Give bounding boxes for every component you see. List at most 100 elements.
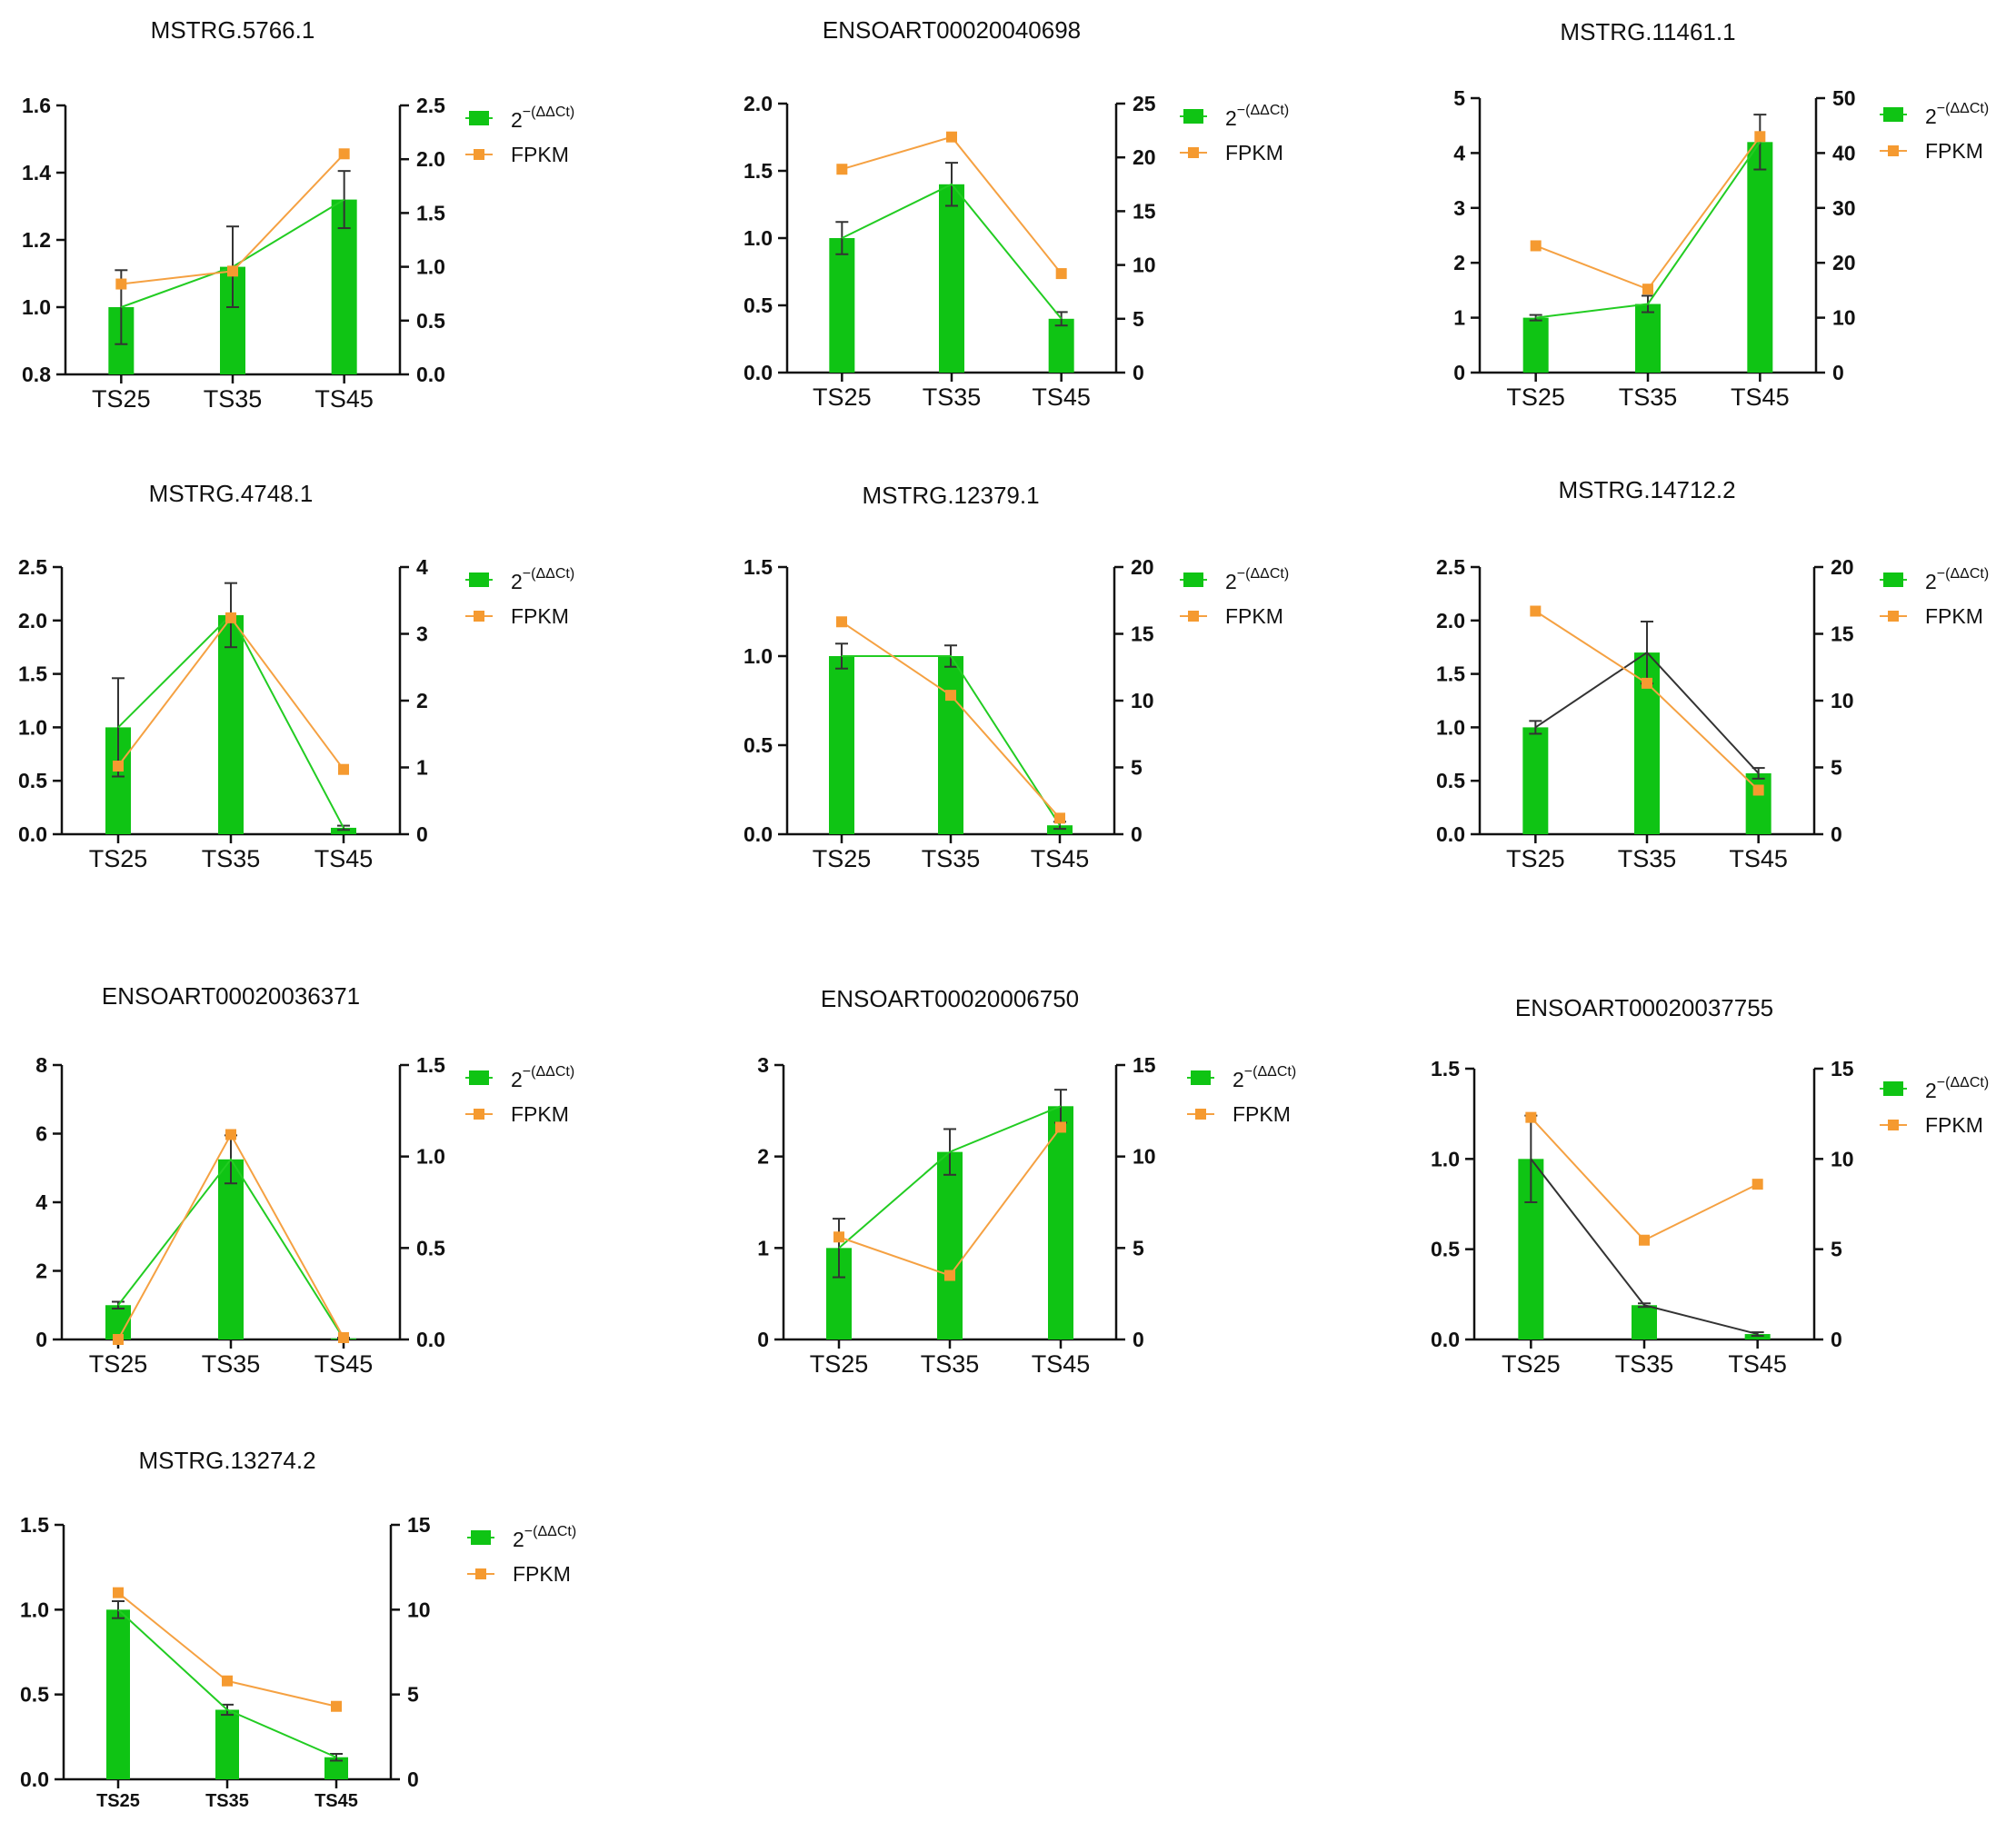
right-tick-label: 1: [416, 756, 428, 780]
category-label: TS45: [314, 1791, 358, 1811]
fpkm-line: [117, 1591, 337, 1708]
fpkm-point: [1752, 784, 1764, 796]
fpkm-point: [338, 1331, 349, 1343]
bar: [331, 827, 356, 834]
legend-qpcr-label: 2−(ΔΔCt): [513, 1524, 576, 1551]
category-label: TS25: [89, 1350, 148, 1378]
left-tick-label: 0.0: [744, 822, 773, 846]
left-tick-label: 0.0: [1436, 822, 1465, 846]
legend-fpkm-marker: [1195, 1109, 1206, 1120]
legend-qpcr-label: 2−(ΔΔCt): [1925, 1075, 1989, 1102]
fpkm-point: [944, 1269, 955, 1281]
left-tick-label: 1.0: [22, 295, 51, 319]
right-tick-label: 5: [1133, 1236, 1144, 1260]
legend-fpkm-marker: [1188, 611, 1199, 622]
chart-title: ENSOART00020040698: [823, 16, 1081, 44]
left-tick-label: 2: [1453, 251, 1465, 274]
left-tick-label: 1.0: [1431, 1147, 1460, 1170]
qpcr-line: [841, 183, 1063, 320]
fpkm-point: [338, 148, 350, 160]
qpcr-line: [838, 1105, 1062, 1250]
fpkm-point: [1055, 1121, 1066, 1133]
category-label: TS35: [205, 1791, 249, 1811]
left-tick-label: 1.0: [18, 715, 47, 739]
left-tick-label: 0.5: [744, 733, 773, 757]
left-tick-label: 1.5: [744, 555, 773, 579]
category-label: TS35: [1619, 383, 1678, 411]
right-tick-label: 5: [1133, 307, 1144, 331]
category-label: TS35: [923, 383, 982, 411]
legend-qpcr-label: 2−(ΔΔCt): [511, 105, 574, 132]
right-tick-label: 10: [1133, 254, 1156, 277]
category-label: TS45: [314, 1350, 374, 1378]
left-tick-label: 1.0: [1436, 715, 1465, 739]
left-tick-label: 2.5: [18, 555, 47, 579]
bar: [829, 656, 854, 834]
left-tick-label: 1.5: [1431, 1057, 1460, 1080]
bar: [218, 614, 244, 834]
fpkm-point: [1054, 812, 1065, 824]
bar: [1745, 772, 1771, 834]
chart-panel: ENSOART00020036371 0 2 4 6 8 0.0 0.5 1.0 1.5 TS25 T…: [35, 982, 574, 1378]
left-tick-label: 3: [757, 1053, 769, 1077]
chart-title: ENSOART00020006750: [821, 985, 1079, 1012]
fpkm-line: [1535, 135, 1762, 291]
category-label: TS25: [1506, 845, 1565, 872]
legend-qpcr-label: 2−(ΔΔCt): [511, 566, 574, 593]
bar: [218, 1159, 244, 1339]
bar: [215, 1709, 239, 1779]
legend-fpkm-label: FPKM: [513, 1562, 571, 1586]
category-label: TS25: [96, 1791, 140, 1811]
category-label: TS35: [1615, 1350, 1674, 1378]
right-tick-label: 20: [1831, 555, 1854, 579]
category-label: TS25: [813, 383, 872, 411]
category-label: TS45: [1032, 1350, 1091, 1378]
category-label: TS25: [1502, 1350, 1561, 1378]
right-tick-label: 15: [1131, 622, 1154, 646]
right-tick-label: 15: [1133, 1053, 1156, 1077]
legend-fpkm-label: FPKM: [511, 1102, 569, 1126]
fpkm-point: [1525, 1111, 1537, 1123]
bar: [829, 238, 855, 373]
qpcr-line: [1530, 1158, 1758, 1336]
right-tick-label: 0.0: [416, 1328, 445, 1351]
left-tick-label: 2: [35, 1260, 47, 1283]
right-tick-label: 0: [416, 822, 428, 846]
fpkm-point: [1055, 268, 1067, 280]
right-tick-label: 0: [1133, 361, 1144, 384]
fpkm-point: [113, 761, 124, 772]
qpcr-line: [1534, 651, 1760, 774]
bar: [937, 1151, 963, 1339]
right-tick-label: 40: [1832, 141, 1856, 164]
right-tick-label: 0: [1831, 822, 1842, 846]
right-tick-label: 0: [407, 1767, 419, 1791]
fpkm-point: [836, 616, 847, 628]
fpkm-point: [945, 690, 956, 702]
left-tick-label: 1.0: [744, 226, 773, 250]
left-tick-label: 0: [35, 1328, 47, 1351]
category-label: TS25: [813, 845, 872, 872]
chart-title: ENSOART00020037755: [1515, 994, 1773, 1021]
right-tick-label: 20: [1131, 555, 1154, 579]
right-tick-label: 10: [1133, 1145, 1156, 1169]
left-tick-label: 0.0: [744, 361, 773, 384]
right-tick-label: 3: [416, 622, 428, 646]
category-label: TS35: [202, 1350, 261, 1378]
fpkm-point: [227, 265, 238, 277]
legend-fpkm-label: FPKM: [1925, 604, 1983, 628]
bar: [106, 1609, 130, 1779]
fpkm-point: [1642, 677, 1652, 689]
legend-fpkm-marker: [1188, 147, 1199, 158]
right-tick-label: 15: [1133, 199, 1156, 223]
fpkm-point: [1639, 1234, 1650, 1246]
right-tick-label: 20: [1832, 251, 1856, 274]
right-tick-label: 30: [1832, 196, 1856, 220]
right-tick-label: 10: [407, 1598, 431, 1621]
left-tick-label: 0.5: [1431, 1238, 1460, 1261]
left-tick-label: 1.4: [22, 161, 51, 184]
left-tick-label: 1.5: [744, 159, 773, 183]
category-label: TS45: [1729, 845, 1788, 872]
category-label: TS35: [922, 845, 981, 872]
right-tick-label: 1.0: [416, 255, 445, 279]
